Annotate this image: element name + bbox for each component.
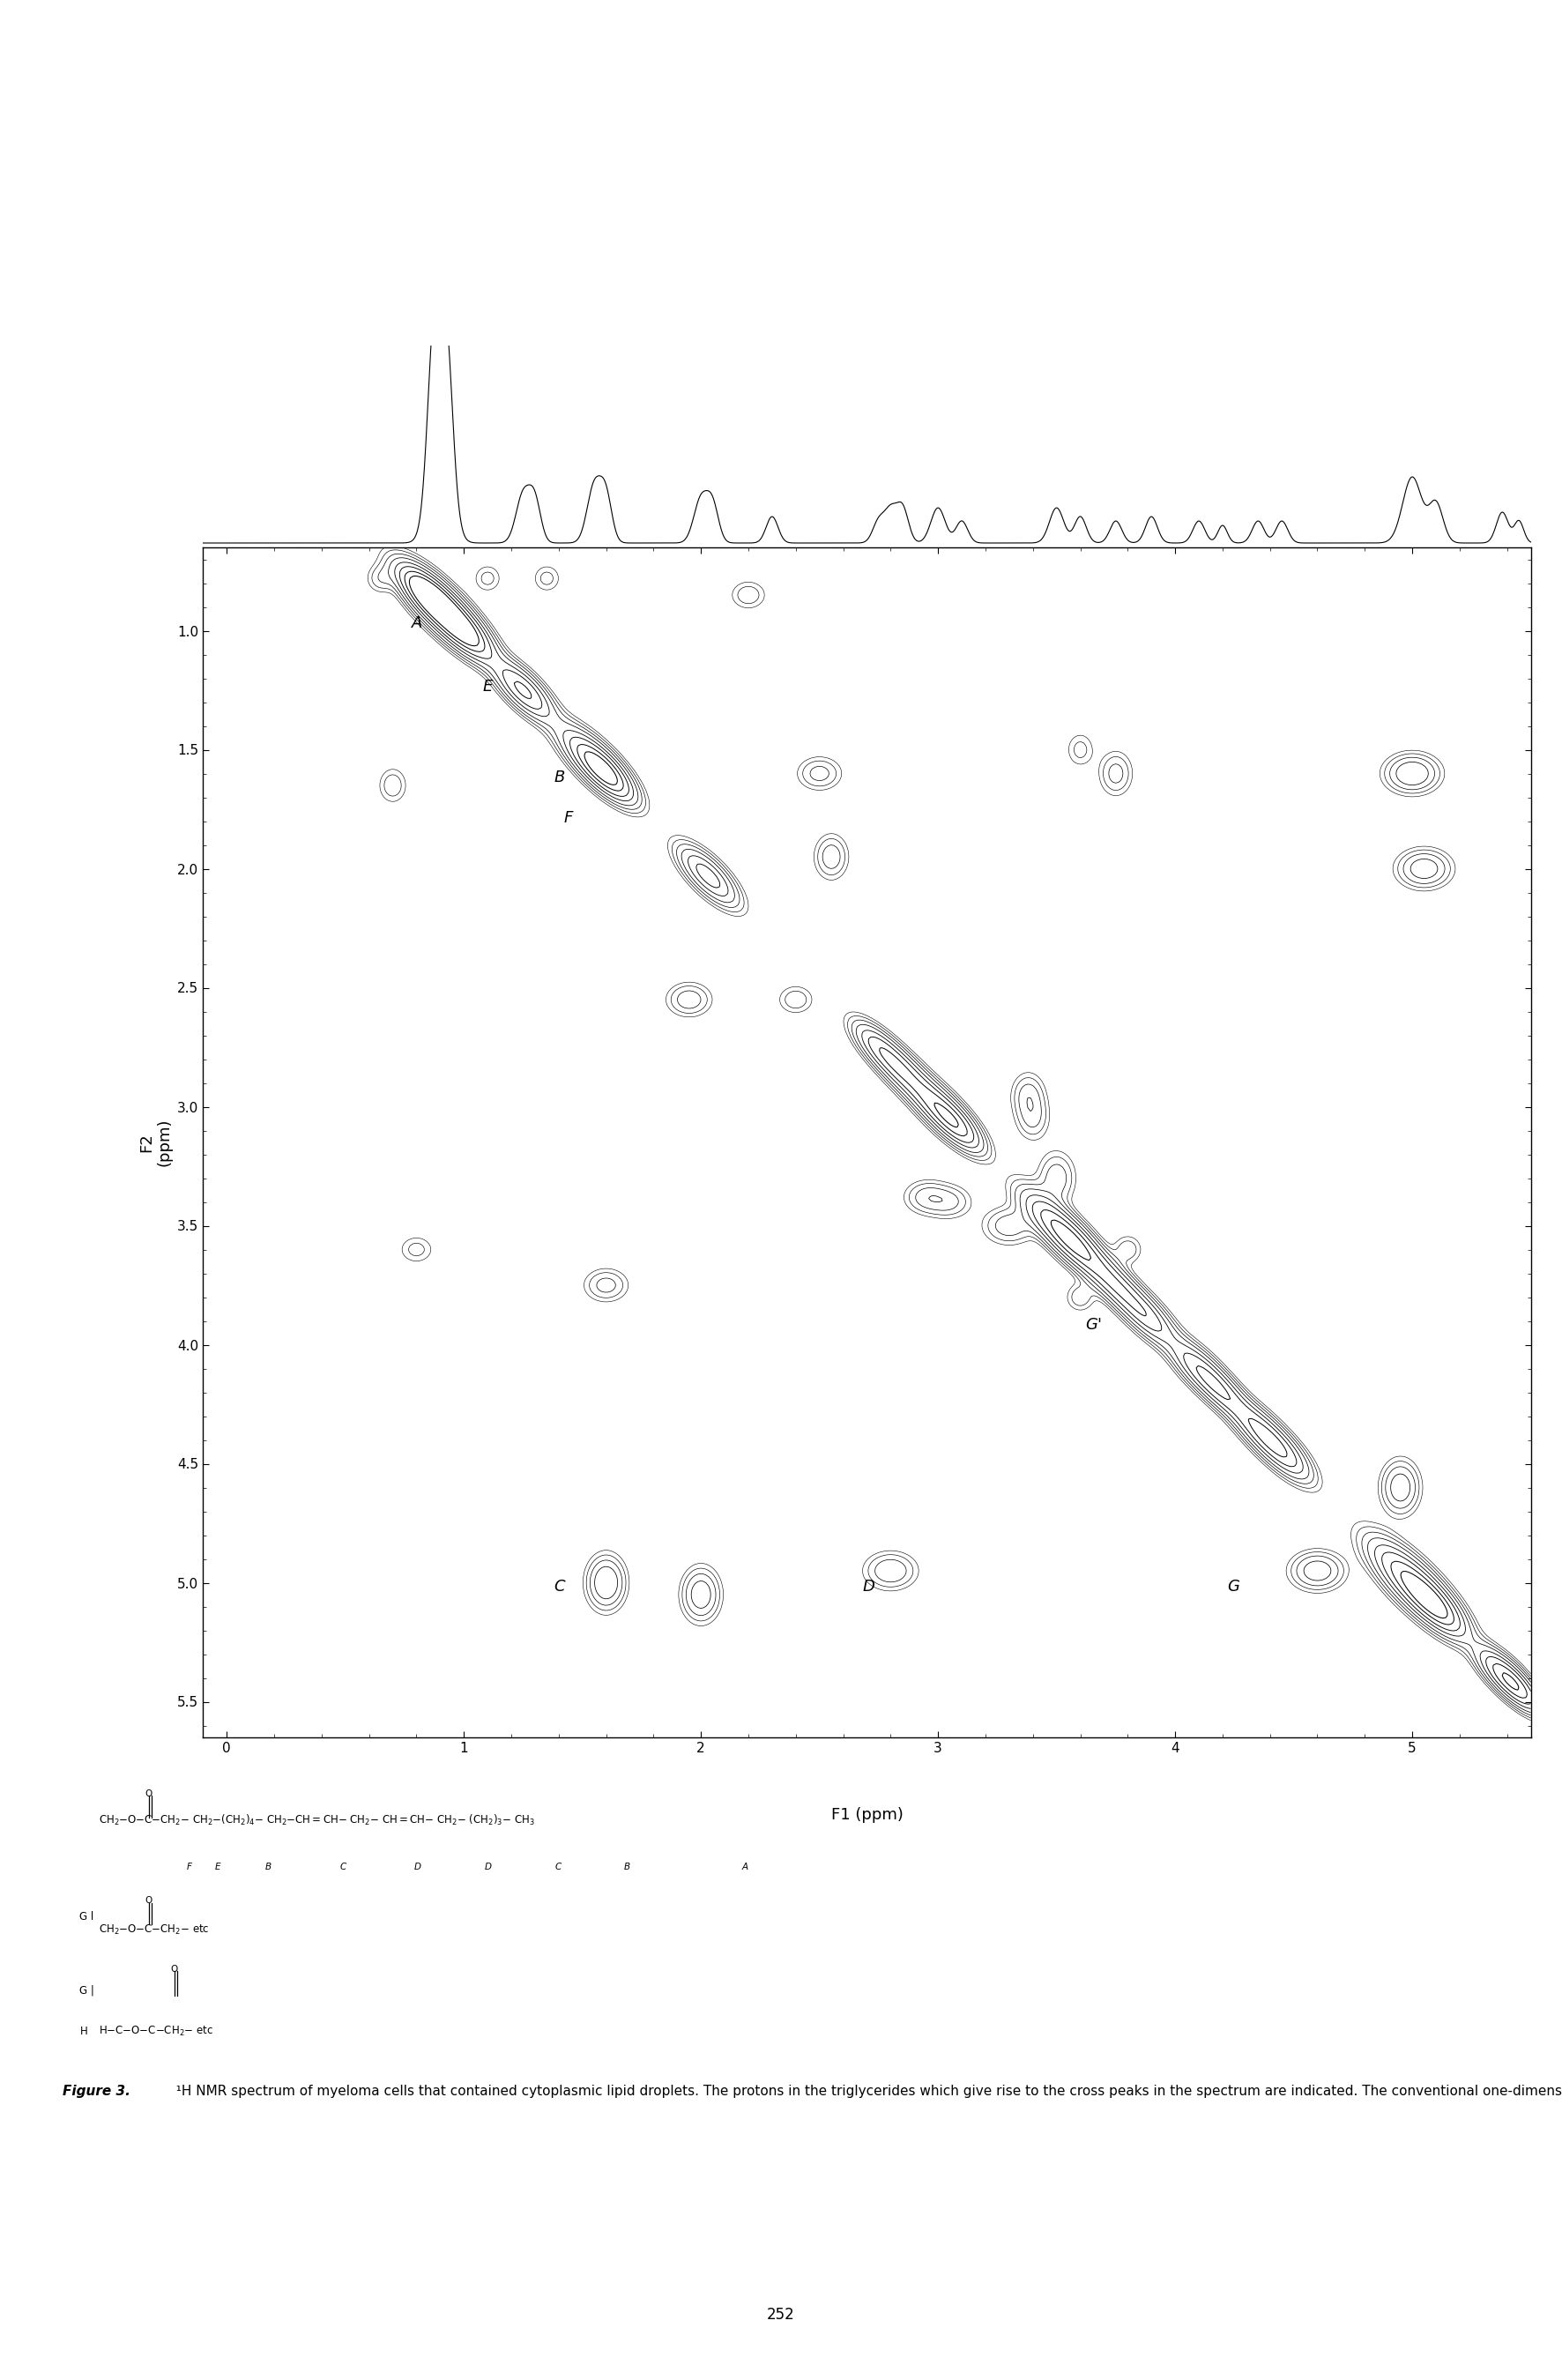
Text: B: B	[266, 1864, 272, 1871]
Text: 252: 252	[767, 2306, 795, 2323]
Text: C: C	[339, 1864, 345, 1871]
Text: E: E	[483, 678, 494, 695]
Text: D: D	[862, 1578, 875, 1595]
Text: D: D	[414, 1864, 420, 1871]
Text: E: E	[216, 1864, 220, 1871]
Text: ¹H NMR spectrum of myeloma cells that contained cytoplasmic lipid droplets. The : ¹H NMR spectrum of myeloma cells that co…	[167, 2085, 1562, 2099]
Text: $\mathrm{H{-}C{-}O{-}C{-}CH_2{-}\ etc}$: $\mathrm{H{-}C{-}O{-}C{-}CH_2{-}\ etc}$	[98, 2025, 212, 2037]
Text: A: A	[742, 1864, 748, 1871]
Text: A: A	[412, 614, 423, 631]
Text: F1 (ppm): F1 (ppm)	[831, 1806, 903, 1823]
Text: Figure 3.: Figure 3.	[62, 2085, 130, 2099]
Text: B: B	[555, 769, 565, 785]
Text: C: C	[555, 1578, 565, 1595]
Text: G l: G l	[80, 1911, 94, 1923]
Text: $\mathrm{O}$: $\mathrm{O}$	[144, 1787, 153, 1799]
Text: D: D	[484, 1864, 492, 1871]
Text: G |: G |	[80, 1985, 95, 1997]
Text: F: F	[186, 1864, 192, 1871]
Text: G: G	[1228, 1578, 1240, 1595]
Y-axis label: F2
(ppm): F2 (ppm)	[139, 1119, 172, 1166]
Text: $\mathrm{O}$: $\mathrm{O}$	[144, 1894, 153, 1904]
Text: C: C	[555, 1864, 561, 1871]
Text: H: H	[80, 2025, 87, 2037]
Text: B: B	[625, 1864, 631, 1871]
Text: $\mathrm{CH_2{-}O{-}C{-}CH_2{-}\ etc}$: $\mathrm{CH_2{-}O{-}C{-}CH_2{-}\ etc}$	[98, 1923, 209, 1937]
Text: G': G'	[1086, 1316, 1101, 1333]
Text: $\mathrm{O}$: $\mathrm{O}$	[170, 1964, 178, 1973]
Text: F: F	[564, 809, 573, 826]
Text: $\mathrm{CH_2{-}O{-}C{-}CH_2{-}\ CH_2{-}(CH_2)_4{-}\ CH_2{-}CH{=}CH{-}\ CH_2{-}\: $\mathrm{CH_2{-}O{-}C{-}CH_2{-}\ CH_2{-}…	[98, 1814, 534, 1828]
